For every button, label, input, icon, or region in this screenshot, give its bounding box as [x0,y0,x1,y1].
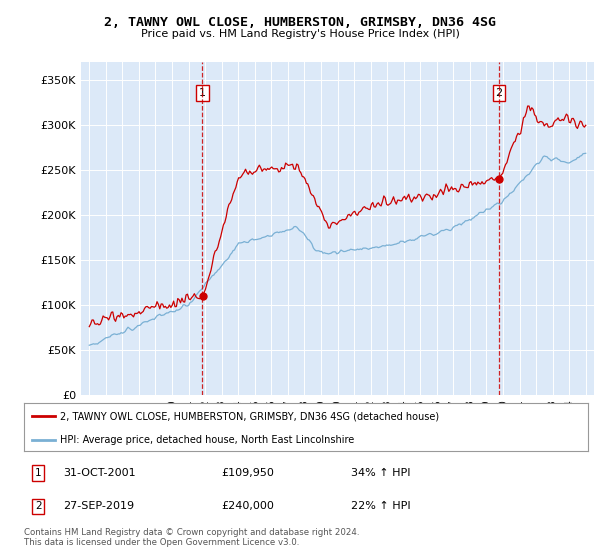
Text: 2, TAWNY OWL CLOSE, HUMBERSTON, GRIMSBY, DN36 4SG (detached house): 2, TAWNY OWL CLOSE, HUMBERSTON, GRIMSBY,… [59,411,439,421]
Text: 2: 2 [35,501,41,511]
Text: £240,000: £240,000 [221,501,274,511]
Text: 2: 2 [495,88,502,98]
Text: 22% ↑ HPI: 22% ↑ HPI [351,501,411,511]
Text: HPI: Average price, detached house, North East Lincolnshire: HPI: Average price, detached house, Nort… [59,435,354,445]
Text: 1: 1 [35,468,41,478]
Text: 31-OCT-2001: 31-OCT-2001 [64,468,136,478]
Text: 1: 1 [199,88,206,98]
Text: 2, TAWNY OWL CLOSE, HUMBERSTON, GRIMSBY, DN36 4SG: 2, TAWNY OWL CLOSE, HUMBERSTON, GRIMSBY,… [104,16,496,29]
Text: 34% ↑ HPI: 34% ↑ HPI [351,468,410,478]
Text: £109,950: £109,950 [221,468,274,478]
Text: Price paid vs. HM Land Registry's House Price Index (HPI): Price paid vs. HM Land Registry's House … [140,29,460,39]
Text: Contains HM Land Registry data © Crown copyright and database right 2024.
This d: Contains HM Land Registry data © Crown c… [24,528,359,547]
Text: 27-SEP-2019: 27-SEP-2019 [64,501,134,511]
